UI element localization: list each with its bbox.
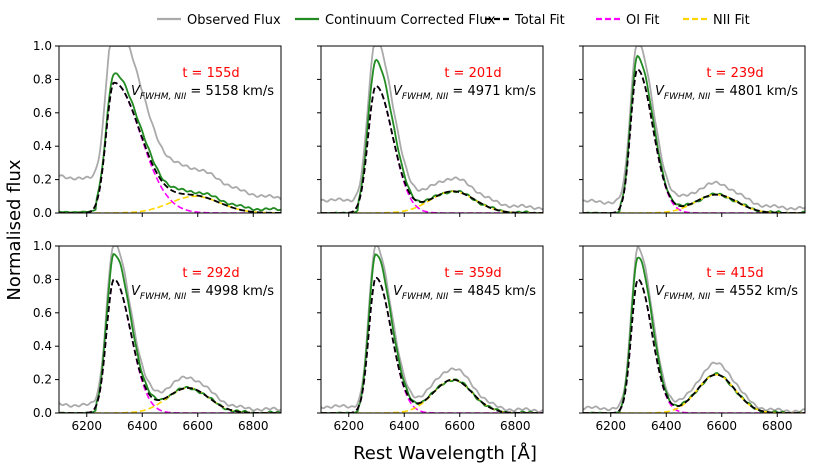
series-nii-fit [59,387,281,413]
legend-label: OI Fit [626,13,659,28]
series-total-fit [321,85,543,213]
x-tick-label: 6400 [127,419,158,433]
y-tick-label: 1.0 [33,239,52,253]
series-observed-flux [321,246,543,413]
panel-frame [582,245,806,414]
series-total-fit [59,278,281,413]
series-total-fit [583,68,805,213]
series-observed-flux [321,46,543,211]
panel-frame [582,45,806,214]
x-tick-label: 6600 [182,419,213,433]
legend: Observed Flux Continuum Corrected Flux Tot… [157,13,750,28]
series-continuum-corrected [59,253,281,413]
panel-3: 6200 6400 6600 6800 0.0 0.2 0.4 0.6 0.8 1.0 t = 29… [33,239,282,433]
x-tick-label: 6400 [651,419,682,433]
legend-label: Observed Flux [187,13,281,28]
series-observed-flux [59,46,281,201]
series-continuum-corrected [321,253,543,413]
epoch-label: t = 415d [706,266,763,281]
epoch-label: t = 359d [444,266,501,281]
velocity-label: VFWHM, NII = 4971 km/s [393,84,536,102]
series-nii-fit [583,193,805,213]
x-axis-label: Rest Wavelength [Å] [353,442,537,464]
series-observed-flux [583,46,805,211]
x-tick-label: 6600 [706,419,737,433]
epoch-label: t = 155d [182,66,239,81]
legend-item-3: OI Fit [596,13,659,28]
legend-item-4: NII Fit [683,13,750,28]
y-tick-label: 0.4 [33,339,52,353]
y-tick-label: 0.6 [33,106,52,120]
y-tick-label: 0.2 [33,373,52,387]
y-tick-label: 0.2 [33,173,52,187]
epoch-label: t = 239d [706,66,763,81]
panel-1: t = 201d VFWHM, NII = 4971 km/s [317,45,544,217]
y-tick-label: 0.6 [33,306,52,320]
panel-0: 0.0 0.2 0.4 0.6 0.8 1.0 t = 155d VFWHM, NII = 5… [33,39,282,220]
velocity-label: VFWHM, NII = 5158 km/s [131,84,274,102]
panel-frame [58,45,282,214]
panel-4: 6200 6400 6600 6800 t = 359d VFWHM, NII = 484… [317,245,544,433]
series-observed-flux [59,246,281,412]
velocity-label: VFWHM, NII = 4801 km/s [655,84,798,102]
legend-item-0: Observed Flux [157,13,281,28]
x-tick-label: 6200 [595,419,626,433]
series-continuum-corrected [321,58,543,213]
panels: 0.0 0.2 0.4 0.6 0.8 1.0 t = 155d VFWHM, NII = 5… [33,39,806,433]
panel-5: 6200 6400 6600 6800 t = 415d VFWHM, NII = 455… [579,245,806,433]
y-tick-label: 0.4 [33,139,52,153]
epoch-label: t = 292d [182,266,239,281]
y-tick-label: 0.8 [33,72,52,86]
series-total-fit [583,278,805,413]
x-tick-label: 6200 [333,419,364,433]
x-tick-label: 6800 [762,419,793,433]
x-tick-label: 6800 [500,419,531,433]
panel-frame [320,245,544,414]
legend-label: Total Fit [514,13,565,28]
panel-frame [320,45,544,214]
y-axis-label: Normalised flux [4,159,25,300]
x-tick-label: 6800 [238,419,269,433]
series-nii-fit [321,190,543,213]
y-tick-label: 0.0 [33,206,52,220]
velocity-label: VFWHM, NII = 4845 km/s [393,284,536,302]
legend-item-1: Continuum Corrected Flux [295,13,496,28]
velocity-label: VFWHM, NII = 4552 km/s [655,284,798,302]
panel-frame [58,245,282,414]
series-oi-fit [321,85,543,213]
series-total-fit [321,276,543,413]
y-tick-label: 0.0 [33,406,52,420]
y-tick-label: 0.8 [33,272,52,286]
legend-label: NII Fit [713,13,750,28]
velocity-label: VFWHM, NII = 4998 km/s [131,284,274,302]
x-tick-label: 6400 [389,419,420,433]
series-observed-flux [583,246,805,413]
x-tick-label: 6600 [444,419,475,433]
panel-2: t = 239d VFWHM, NII = 4801 km/s [579,45,806,217]
series-continuum-corrected [583,54,805,213]
series-total-fit [59,81,281,213]
x-tick-label: 6200 [71,419,102,433]
legend-item-2: Total Fit [485,13,565,28]
epoch-label: t = 201d [444,66,501,81]
legend-label: Continuum Corrected Flux [325,13,496,28]
y-tick-label: 1.0 [33,39,52,53]
series-continuum-corrected [583,256,805,413]
